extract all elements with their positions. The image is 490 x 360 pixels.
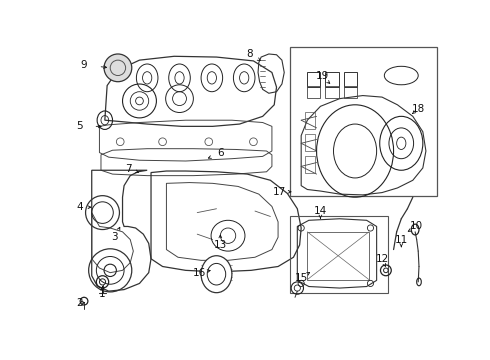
Bar <box>307 72 320 87</box>
Bar <box>343 72 357 87</box>
Bar <box>325 72 339 87</box>
Text: 17: 17 <box>273 187 286 197</box>
Text: 1: 1 <box>99 289 106 299</box>
Text: 9: 9 <box>81 60 87 70</box>
Text: 3: 3 <box>112 232 118 242</box>
Bar <box>343 86 357 98</box>
Bar <box>290 216 388 293</box>
Text: 18: 18 <box>412 104 425 114</box>
Text: 6: 6 <box>217 148 223 158</box>
Ellipse shape <box>104 54 132 82</box>
Text: 15: 15 <box>294 273 308 283</box>
Ellipse shape <box>201 256 232 293</box>
Bar <box>325 86 339 98</box>
Text: 5: 5 <box>76 121 83 131</box>
Text: 10: 10 <box>410 221 423 231</box>
Text: 8: 8 <box>246 49 253 59</box>
Text: 2: 2 <box>76 298 83 308</box>
Text: 19: 19 <box>316 71 329 81</box>
Text: 7: 7 <box>124 164 131 174</box>
Bar <box>307 232 369 280</box>
Text: 11: 11 <box>394 235 408 244</box>
Text: 13: 13 <box>214 240 227 250</box>
Text: 14: 14 <box>314 206 327 216</box>
Text: 16: 16 <box>193 267 206 278</box>
Bar <box>291 47 437 195</box>
Text: 4: 4 <box>76 202 83 212</box>
Bar <box>307 86 320 98</box>
Text: 12: 12 <box>375 254 389 264</box>
